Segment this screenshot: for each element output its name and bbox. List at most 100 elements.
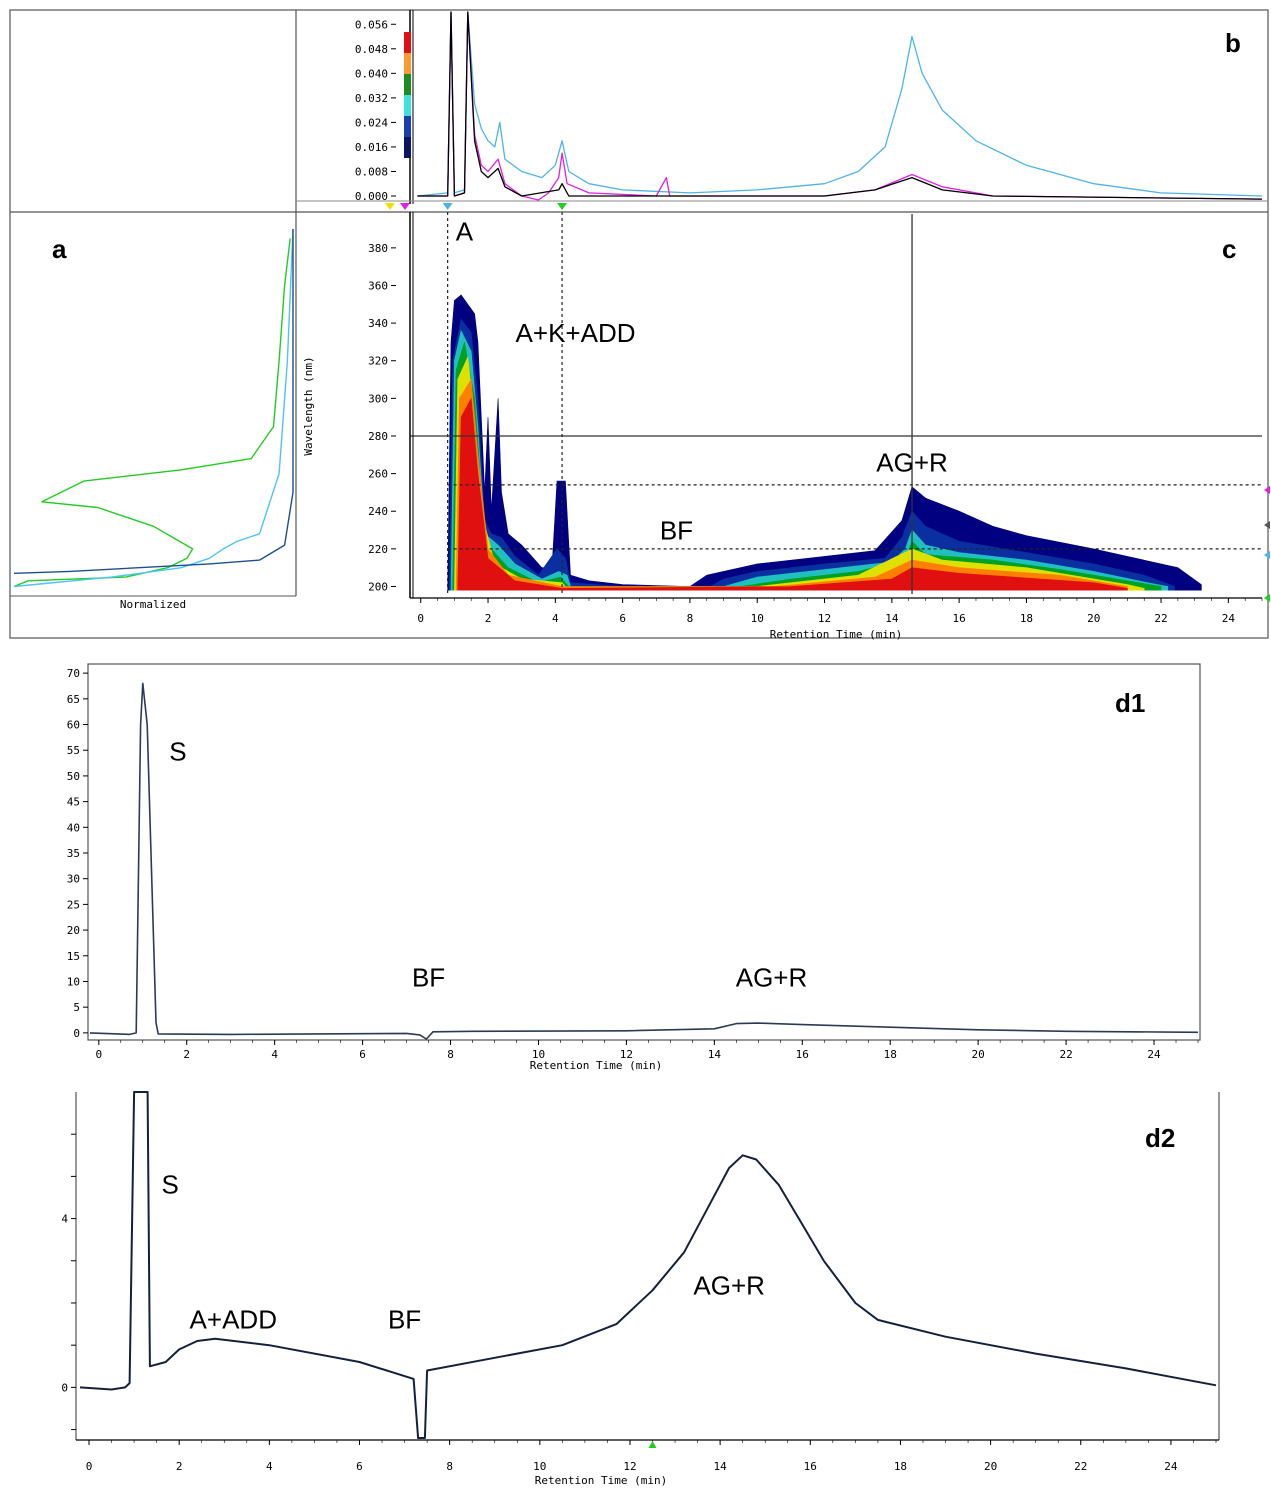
d1-ytick-label: 65	[67, 693, 80, 706]
d2-xtick-label: 24	[1164, 1460, 1178, 1473]
c-contour-level	[457, 397, 1128, 591]
d1-ytick-label: 25	[67, 898, 80, 911]
marker-triangle[interactable]	[442, 203, 453, 210]
right-marker-triangle[interactable]	[1264, 486, 1270, 494]
panel-label-d2: d2	[1145, 1123, 1175, 1153]
panel-label-b: b	[1225, 28, 1241, 58]
b-series-line	[417, 11, 1263, 201]
d2-annotation: AG+R	[693, 1271, 765, 1301]
b-colorbar-segment	[404, 116, 411, 137]
d1-xtick-label: 20	[972, 1048, 985, 1061]
d2-axis-marker[interactable]	[648, 1441, 657, 1448]
d1-xtick-label: 12	[620, 1048, 633, 1061]
panel-b: 0.000 0.008 0.016 0.024 0.032 0.040 0.048 0.056…	[355, 10, 1263, 204]
d2-xtick-label: 20	[984, 1460, 997, 1473]
b-ytick-label: 0.048	[355, 43, 388, 56]
d2-series-line	[79, 1091, 1217, 1439]
panel-label-a: a	[52, 234, 67, 264]
d1-xtick-label: 4	[271, 1048, 278, 1061]
b-ytick-label: 0.000	[355, 190, 388, 203]
d2-xtick-label: 22	[1074, 1460, 1087, 1473]
marker-triangle[interactable]	[400, 203, 410, 210]
right-marker-triangle[interactable]	[1264, 551, 1270, 559]
marker-triangle[interactable]	[557, 203, 568, 210]
d1-ytick-label: 60	[67, 719, 80, 732]
c-ytick-label: 320	[368, 355, 388, 368]
a-series-group	[13, 228, 294, 588]
c-contour-group	[447, 294, 1202, 591]
d1-ytick-label: 15	[67, 950, 80, 963]
c-xtick-label: 4	[552, 612, 559, 625]
d2-xtick-label: 8	[446, 1460, 453, 1473]
d1-xlabel: Retention Time (min)	[530, 1059, 662, 1072]
marker-triangle[interactable]	[385, 203, 395, 210]
c-contour-level	[450, 329, 1169, 591]
c-contour-level	[452, 341, 1162, 591]
d1-ytick-label: 50	[67, 770, 80, 783]
a-series-line	[13, 238, 291, 588]
d1-ytick-label: 20	[67, 924, 80, 937]
panel-label-d1: d1	[1115, 688, 1145, 718]
c-xtick-label: 20	[1087, 612, 1100, 625]
c-ytick-label: 260	[368, 468, 388, 481]
c-ytick-label: 220	[368, 543, 388, 556]
d2-axes: 040 2 4 6 8 10 12 14 16 18 20 22 24	[61, 1133, 1219, 1473]
b-series-line	[417, 11, 1263, 200]
marker-strip	[296, 200, 1270, 602]
b-ytick-label: 0.024	[355, 116, 388, 129]
right-marker-triangle[interactable]	[1264, 594, 1270, 602]
d1-series-line	[89, 682, 1199, 1040]
c-ytick-label: 240	[368, 505, 388, 518]
c-xtick-label: 12	[818, 612, 831, 625]
panel-label-c: c	[1222, 234, 1236, 264]
b-ytick-label: 0.008	[355, 165, 388, 178]
b-colorbar-segment	[404, 32, 411, 53]
c-annotation: AG+R	[876, 448, 948, 478]
b-ytick-label: 0.032	[355, 92, 388, 105]
d1-xtick-label: 8	[447, 1048, 454, 1061]
b-colorbar-segment	[404, 95, 411, 116]
b-ytick-label: 0.016	[355, 141, 388, 154]
d1-ytick-label: 45	[67, 796, 80, 809]
d1-xtick-label: 2	[183, 1048, 190, 1061]
c-annotation: A+K+ADD	[516, 318, 636, 348]
panel-a: Normalized a	[13, 228, 294, 611]
d2-annotation: S	[161, 1169, 178, 1199]
b-series-line	[417, 11, 1263, 197]
d1-ytick-label: 35	[67, 847, 80, 860]
b-ytick-label: 0.056	[355, 18, 388, 31]
d2-xtick-label: 4	[266, 1460, 273, 1473]
c-ytick-label: 340	[368, 317, 388, 330]
d2-xtick-label: 18	[894, 1460, 907, 1473]
d2-annotations: S A+ADD BF AG+R	[161, 1169, 764, 1334]
c-ytick-label: 280	[368, 430, 388, 443]
c-xlabel: Retention Time (min)	[770, 628, 902, 641]
c-xtick-label: 0	[417, 612, 424, 625]
c-contour-level	[447, 294, 1202, 591]
right-marker-triangle[interactable]	[1264, 521, 1270, 529]
c-xtick-label: 24	[1222, 612, 1236, 625]
d1-ytick-label: 0	[73, 1027, 80, 1040]
b-colorbar	[404, 32, 411, 158]
d2-ytick-label: 4	[61, 1213, 68, 1226]
d2-xtick-label: 0	[86, 1460, 93, 1473]
c-xtick-label: 6	[619, 612, 626, 625]
d1-xtick-label: 14	[708, 1048, 722, 1061]
b-colorbar-segment	[404, 137, 411, 158]
b-colorbar-segment	[404, 53, 411, 74]
c-guide-lines	[410, 212, 1262, 594]
c-ytick-label: 380	[368, 242, 388, 255]
a-xlabel: Normalized	[120, 598, 186, 611]
d1-ytick-label: 30	[67, 873, 80, 886]
top-frame	[9, 9, 1269, 639]
d1-xtick-label: 6	[359, 1048, 366, 1061]
c-annotations: A A+K+ADD AG+R BF	[456, 216, 948, 545]
d2-xtick-label: 14	[714, 1460, 728, 1473]
c-xtick-label: 22	[1154, 612, 1167, 625]
b-series-group	[417, 11, 1263, 201]
d2-annotation: A+ADD	[190, 1304, 277, 1334]
c-xtick-label: 2	[485, 612, 492, 625]
